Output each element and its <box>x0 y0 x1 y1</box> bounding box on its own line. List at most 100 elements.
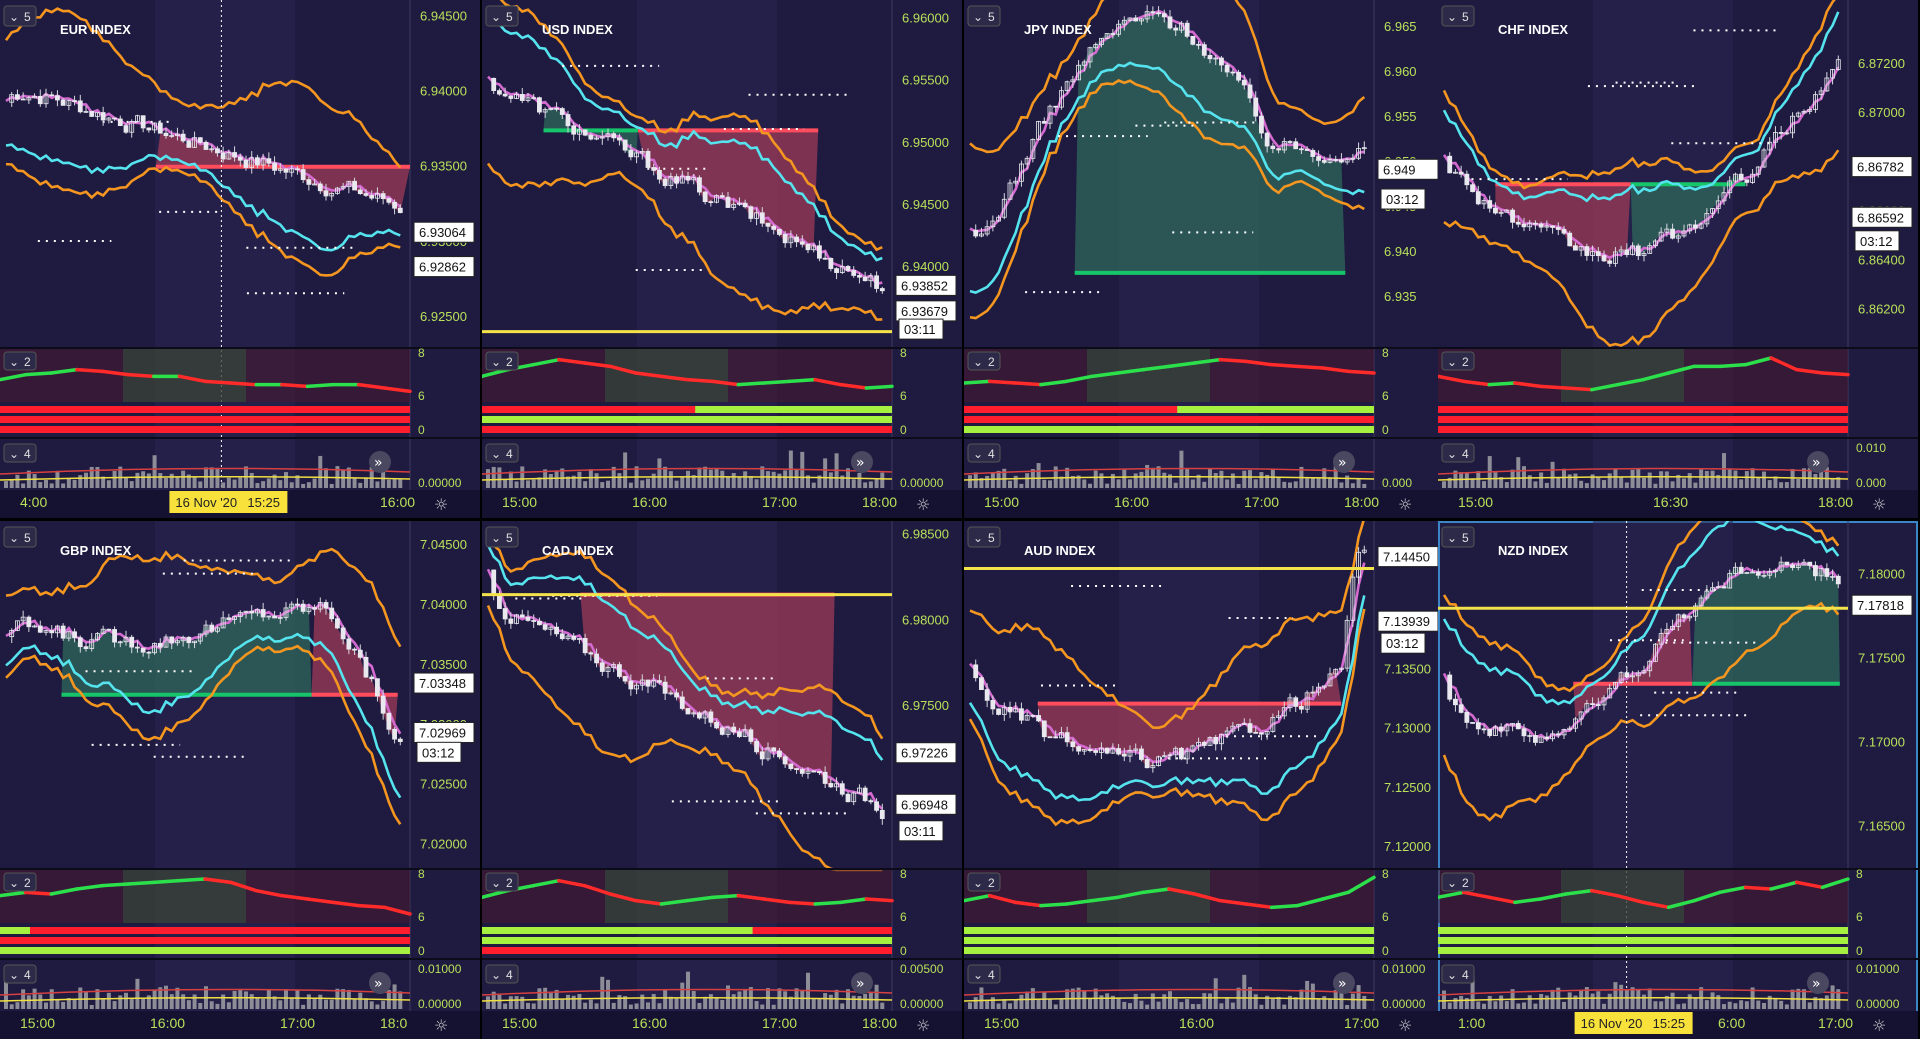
volume-bar <box>674 998 679 1009</box>
chevron-down-icon[interactable]: ⌄ <box>9 876 19 890</box>
fast-forward-icon[interactable]: » <box>856 976 865 992</box>
volume-interval-badge[interactable] <box>967 964 1001 984</box>
osc-interval-badge[interactable] <box>3 872 37 892</box>
volume-bar <box>1756 477 1761 488</box>
fast-forward-icon[interactable]: » <box>374 455 383 471</box>
zone-primary <box>1037 669 1342 768</box>
settings-gear-icon[interactable]: ☼ <box>434 1016 448 1035</box>
volume-interval-badge[interactable] <box>967 443 1001 463</box>
osc-interval-badge[interactable] <box>967 351 1001 371</box>
chevron-down-icon[interactable]: ⌄ <box>9 531 19 545</box>
chevron-down-icon[interactable]: ⌄ <box>9 355 19 369</box>
replay-button[interactable] <box>851 972 873 994</box>
candle <box>1635 245 1641 257</box>
interval-badge[interactable] <box>1441 526 1475 548</box>
chevron-down-icon[interactable]: ⌄ <box>973 447 983 461</box>
volume-bar <box>209 467 214 488</box>
chevron-down-icon[interactable]: ⌄ <box>973 10 983 24</box>
upper-band-line <box>486 533 884 740</box>
chevron-down-icon[interactable]: ⌄ <box>491 968 501 982</box>
volume-bar <box>968 1002 972 1009</box>
fast-forward-icon[interactable]: » <box>1338 976 1347 992</box>
volume-interval-badge[interactable] <box>485 443 519 463</box>
replay-button[interactable] <box>1807 451 1829 473</box>
chart-panel-jpy[interactable]: 6.9356.9406.9456.9506.9556.9606.9656.949… <box>964 0 1444 518</box>
settings-gear-icon[interactable]: ☼ <box>434 495 448 514</box>
candle <box>9 629 15 638</box>
interval-badge[interactable] <box>3 526 37 548</box>
osc-interval-badge[interactable] <box>485 351 519 371</box>
chart-panel-cad[interactable]: 6.97500 6.98000 6.98500 6.97226 6.96948 03:11… <box>482 521 962 1039</box>
replay-button[interactable] <box>851 451 873 473</box>
settings-gear-icon[interactable]: ☼ <box>1398 1016 1412 1035</box>
chevron-down-icon[interactable]: ⌄ <box>1447 876 1457 890</box>
interval-badge[interactable] <box>3 5 37 27</box>
chevron-down-icon[interactable]: ⌄ <box>973 968 983 982</box>
volume-bar <box>874 478 879 488</box>
chart-panel-aud[interactable]: 7.12000 7.12500 7.13000 7.13500 7.14450 7.139… <box>964 521 1444 1039</box>
chevron-down-icon[interactable]: ⌄ <box>9 10 19 24</box>
volume-bar <box>1168 474 1172 488</box>
volume-interval-badge[interactable] <box>1441 443 1475 463</box>
osc-interval-badge[interactable] <box>967 872 1001 892</box>
volume-bar <box>531 1003 536 1009</box>
fast-forward-icon[interactable]: » <box>1812 976 1821 992</box>
chevron-down-icon[interactable]: ⌄ <box>9 447 19 461</box>
replay-button[interactable] <box>1333 451 1355 473</box>
chevron-down-icon[interactable]: ⌄ <box>1447 447 1457 461</box>
chevron-down-icon[interactable]: ⌄ <box>491 447 501 461</box>
chart-panel-chf[interactable]: 6.862006.864006.866006.868006.870006.872… <box>1438 0 1918 518</box>
interval-badge[interactable] <box>485 5 519 27</box>
interval-badge[interactable] <box>485 526 519 548</box>
chevron-down-icon[interactable]: ⌄ <box>1447 968 1457 982</box>
settings-gear-icon[interactable]: ☼ <box>1872 1016 1886 1035</box>
replay-button[interactable] <box>369 972 391 994</box>
osc-interval-badge[interactable] <box>1441 872 1475 892</box>
interval-badge[interactable] <box>967 526 1001 548</box>
candle <box>1127 17 1133 21</box>
lower-band-line <box>968 608 1366 827</box>
fast-forward-icon[interactable]: » <box>856 455 865 471</box>
chevron-down-icon[interactable]: ⌄ <box>491 10 501 24</box>
chevron-down-icon[interactable]: ⌄ <box>973 355 983 369</box>
osc-interval-badge[interactable] <box>485 872 519 892</box>
chevron-down-icon[interactable]: ⌄ <box>1447 10 1457 24</box>
chevron-down-icon[interactable]: ⌄ <box>491 876 501 890</box>
interval-badge[interactable] <box>1441 5 1475 27</box>
chart-panel-gbp[interactable]: 7.020007.025007.030007.035007.040007.045… <box>0 521 480 1039</box>
replay-button[interactable] <box>369 451 391 473</box>
osc-segment <box>1064 898 1094 906</box>
settings-gear-icon[interactable]: ☼ <box>916 1016 930 1035</box>
chevron-down-icon[interactable]: ⌄ <box>1447 531 1457 545</box>
fast-forward-icon[interactable]: » <box>1812 455 1821 471</box>
chart-panel-usd[interactable]: 6.94000 6.94500 6.95000 6.95500 6.96000 6.938… <box>482 0 962 518</box>
candle <box>232 616 237 620</box>
price-tick-label: 6.94000 <box>420 84 467 99</box>
cyan-band-line <box>5 632 402 799</box>
replay-button[interactable] <box>1807 972 1829 994</box>
replay-button[interactable] <box>1333 972 1355 994</box>
chevron-down-icon[interactable]: ⌄ <box>9 968 19 982</box>
chevron-down-icon[interactable]: ⌄ <box>973 876 983 890</box>
volume-interval-badge[interactable] <box>485 964 519 984</box>
volume-interval-badge[interactable] <box>1441 964 1475 984</box>
volume-interval-badge[interactable] <box>3 443 37 463</box>
volume-bar <box>272 996 277 1009</box>
fast-forward-icon[interactable]: » <box>374 976 383 992</box>
chevron-down-icon[interactable]: ⌄ <box>1447 355 1457 369</box>
chevron-down-icon[interactable]: ⌄ <box>491 355 501 369</box>
settings-gear-icon[interactable]: ☼ <box>1872 495 1886 514</box>
osc-segment <box>608 364 638 375</box>
price-tick-label: 6.95500 <box>902 73 949 88</box>
settings-gear-icon[interactable]: ☼ <box>1398 495 1412 514</box>
chevron-down-icon[interactable]: ⌄ <box>973 531 983 545</box>
chart-panel-eur[interactable]: 6.925006.930006.935006.940006.945006.930… <box>0 0 480 518</box>
osc-interval-badge[interactable] <box>3 351 37 371</box>
fast-forward-icon[interactable]: » <box>1338 455 1347 471</box>
volume-interval-badge[interactable] <box>3 964 37 984</box>
interval-badge[interactable] <box>967 5 1001 27</box>
osc-interval-badge[interactable] <box>1441 351 1475 371</box>
chart-panel-nzd[interactable]: 7.16500 7.17000 7.17500 7.18000 7.17818 ⌄ 5 NZD… <box>1438 521 1918 1039</box>
settings-gear-icon[interactable]: ☼ <box>916 495 930 514</box>
chevron-down-icon[interactable]: ⌄ <box>491 531 501 545</box>
